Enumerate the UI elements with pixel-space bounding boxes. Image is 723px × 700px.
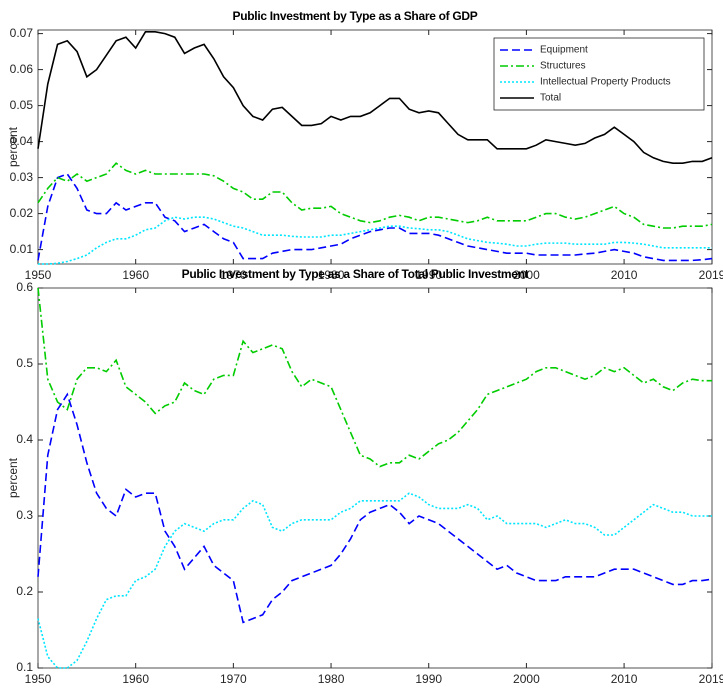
x-tick-label: 2000 xyxy=(513,672,540,686)
x-tick-label: 1980 xyxy=(318,268,345,282)
legend-box xyxy=(493,37,705,111)
x-tick-label: 2019 xyxy=(699,268,723,282)
y-tick-label: 0.05 xyxy=(10,98,34,112)
series-line xyxy=(37,173,713,262)
y-tick-label: 0.3 xyxy=(16,508,33,522)
series-line xyxy=(37,287,712,468)
x-tick-label: 2010 xyxy=(611,672,638,686)
series-line xyxy=(37,492,712,669)
x-tick-label: 1950 xyxy=(25,268,52,282)
y-tick-label: 0.6 xyxy=(16,280,33,294)
series-line xyxy=(37,162,713,229)
y-tick-label: 0.01 xyxy=(10,242,34,256)
y-tick-label: 0.4 xyxy=(16,432,33,446)
x-tick-label: 1950 xyxy=(25,672,52,686)
x-tick-label: 2000 xyxy=(513,268,540,282)
x-tick-label: 2010 xyxy=(611,268,638,282)
legend-label: Structures xyxy=(540,61,586,72)
x-tick-label: 2019 xyxy=(699,672,723,686)
y-tick-label: 0.07 xyxy=(10,26,34,40)
legend-label: Total xyxy=(540,93,561,104)
legend: Equipment Structures Intellectual Property… xyxy=(493,37,705,111)
x-tick-label: 1990 xyxy=(415,672,442,686)
x-tick-label: 1960 xyxy=(122,672,149,686)
legend-label: Intellectual Property Products xyxy=(540,77,671,88)
series-line xyxy=(38,216,712,265)
legend-label: Equipment xyxy=(540,45,588,56)
x-tick-label: 1970 xyxy=(220,672,247,686)
y-tick-label: 0.2 xyxy=(16,584,33,598)
plot-area xyxy=(37,287,713,669)
y-tick-label: 0.06 xyxy=(10,62,34,76)
chart-title: Public Investment by Type as a Share of … xyxy=(233,9,478,23)
x-tick-label: 1960 xyxy=(122,268,149,282)
y-tick-label: 0.03 xyxy=(10,170,34,184)
y-tick-label: 0.04 xyxy=(10,134,34,148)
x-tick-label: 1970 xyxy=(220,268,247,282)
y-tick-label: 0.5 xyxy=(16,356,33,370)
y-axis-label: percent xyxy=(6,126,20,167)
x-tick-label: 1980 xyxy=(318,672,345,686)
y-tick-label: 0.02 xyxy=(10,206,34,220)
x-tick-label: 1990 xyxy=(415,268,442,282)
series-line xyxy=(37,392,713,624)
y-axis-label: percent xyxy=(6,457,20,498)
series-line xyxy=(37,31,713,164)
chart-title: Public Investment by Type as a Share of … xyxy=(182,267,529,281)
y-tick-label: 0.1 xyxy=(16,660,33,674)
